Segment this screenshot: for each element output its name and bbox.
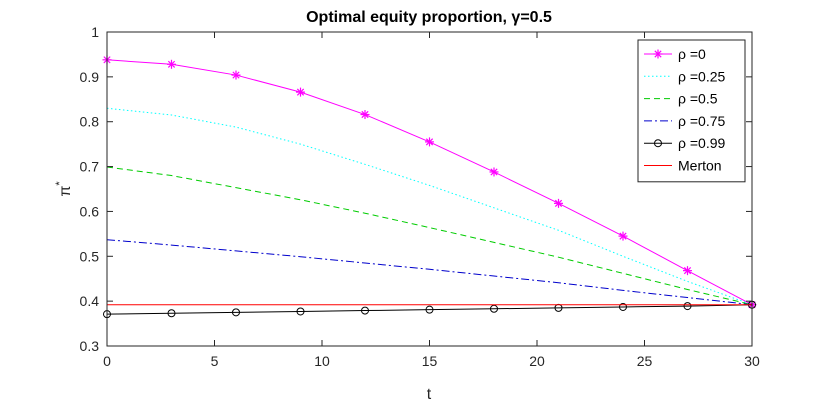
marker-stroke [490,168,498,176]
marker-stroke [554,199,563,207]
y-tick-label: 0.7 [80,159,100,175]
x-tick-label: 30 [744,353,760,369]
x-axis-label: t [427,386,432,403]
y-axis-label-sup: * [54,181,66,186]
legend-item: ρ =0.25 [644,68,725,84]
data-point-marker [296,87,305,97]
data-point-marker [361,306,369,315]
data-point-marker [167,309,176,318]
series-layer [102,55,757,319]
legend-label: ρ =0 [678,46,706,62]
data-point-marker [683,266,692,276]
data-point-marker [232,308,240,317]
series-1 [106,107,753,306]
legend-box [637,39,746,183]
legend-item: Merton [644,158,722,174]
y-tick-label: 1 [91,24,99,40]
data-point-marker [425,137,434,147]
data-point-marker [489,167,499,177]
y-tick-label: 0.9 [80,69,100,85]
x-tick-label: 10 [314,353,330,369]
data-point-marker [360,110,370,120]
y-tick-label: 0.5 [80,248,100,264]
series-line [106,304,753,315]
marker-stroke [425,138,434,146]
chart-title: Optimal equity proportion, γ=0.5 [306,9,552,26]
marker-stroke [232,71,240,79]
y-tick-label: 0.8 [80,114,100,130]
marker-stroke [683,267,692,275]
y-axis-label-base: π [57,186,74,197]
marker-stroke [167,60,176,68]
y-tick-label: 0.6 [80,203,100,219]
y-axis-label: π* [54,181,74,197]
y-tick-label: 0.3 [80,338,100,354]
marker-stroke [654,50,662,58]
legend-item: ρ =0.99 [644,135,725,151]
series-line [106,239,753,306]
legend-label: ρ =0.99 [678,135,725,151]
marker-stroke [361,110,369,119]
x-tick-label: 0 [103,353,111,369]
y-tick-label: 0.4 [80,293,100,309]
x-tick-label: 20 [529,353,545,369]
series-3 [106,239,753,306]
data-point-marker [683,302,692,311]
series-line [106,107,753,306]
marker-stroke [296,88,305,96]
data-point-marker [619,302,627,311]
data-point-marker [296,307,305,316]
legend-item: ρ =0.5 [644,91,718,107]
x-tick-label: 5 [211,353,219,369]
legend-item: ρ =0.75 [644,113,725,129]
data-point-marker [653,49,663,59]
x-tick-label: 25 [637,353,653,369]
axes-layer: 0 5 10 15 20 25 30 0.3 0.4 0.5 0.6 0.7 0.8 0.9 1 [80,24,760,369]
legend-label: ρ =0.75 [678,113,725,129]
data-point-marker [425,305,434,314]
data-point-marker [167,59,176,69]
legend-item: ρ =0 [644,46,706,62]
data-point-marker [618,231,628,241]
data-point-marker [654,139,662,148]
x-tick-label: 15 [422,353,438,369]
data-point-marker [554,198,563,208]
marker-stroke [619,232,627,240]
legend-label: Merton [678,158,722,174]
data-point-marker [490,304,498,313]
legend-label: ρ =0.25 [678,68,725,84]
data-point-marker [231,70,241,80]
legend-label: ρ =0.5 [678,91,718,107]
legend: ρ =0 ρ =0.25 ρ =0.5 ρ =0.75 ρ =0.99 Merton [637,39,746,183]
